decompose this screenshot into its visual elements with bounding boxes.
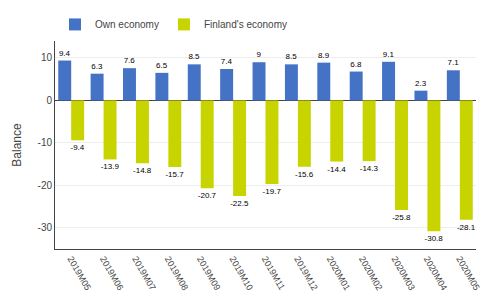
svg-text:-28.1: -28.1	[457, 223, 476, 232]
svg-text:7.1: 7.1	[447, 58, 459, 67]
svg-text:2019M12: 2019M12	[292, 255, 319, 293]
svg-text:2019M09: 2019M09	[195, 255, 222, 293]
svg-text:-30.8: -30.8	[425, 234, 444, 243]
svg-text:-15.6: -15.6	[295, 170, 314, 179]
svg-text:9: 9	[257, 50, 262, 59]
svg-text:2020M01: 2020M01	[325, 255, 352, 293]
svg-text:2020M02: 2020M02	[357, 255, 384, 293]
svg-text:2019M06: 2019M06	[98, 255, 125, 293]
svg-text:10: 10	[41, 52, 53, 63]
svg-text:2019M08: 2019M08	[163, 255, 190, 293]
svg-text:0: 0	[46, 95, 52, 106]
svg-text:6.3: 6.3	[91, 62, 103, 71]
svg-text:-15.7: -15.7	[165, 170, 184, 179]
svg-text:Balance: Balance	[10, 123, 24, 167]
svg-text:-10: -10	[38, 137, 53, 148]
svg-text:8.5: 8.5	[188, 52, 200, 61]
svg-text:-14.8: -14.8	[133, 166, 152, 175]
svg-text:2020M03: 2020M03	[389, 255, 416, 293]
svg-text:8.9: 8.9	[318, 51, 330, 60]
svg-text:2020M05: 2020M05	[454, 255, 481, 293]
svg-text:-30: -30	[38, 222, 53, 233]
svg-text:-20: -20	[38, 180, 53, 191]
svg-text:2.3: 2.3	[415, 79, 427, 88]
svg-text:2019M10: 2019M10	[227, 255, 254, 293]
svg-text:7.4: 7.4	[221, 57, 233, 66]
svg-text:-14.3: -14.3	[360, 164, 379, 173]
svg-text:9.4: 9.4	[59, 49, 71, 58]
svg-text:-22.5: -22.5	[230, 199, 249, 208]
svg-text:2019M05: 2019M05	[66, 255, 93, 293]
svg-text:7.6: 7.6	[124, 56, 136, 65]
svg-text:-9.4: -9.4	[71, 143, 85, 152]
svg-text:2019M11: 2019M11	[260, 255, 287, 292]
svg-text:-19.7: -19.7	[263, 187, 282, 196]
svg-text:6.5: 6.5	[156, 61, 168, 70]
svg-text:Own economy: Own economy	[95, 19, 159, 30]
svg-text:-20.7: -20.7	[198, 191, 217, 200]
svg-text:-14.4: -14.4	[327, 165, 346, 174]
svg-text:6.8: 6.8	[350, 60, 362, 69]
svg-text:-25.8: -25.8	[392, 213, 411, 222]
svg-text:2020M04: 2020M04	[422, 255, 449, 293]
svg-text:8.5: 8.5	[286, 52, 298, 61]
svg-text:9.1: 9.1	[383, 50, 395, 59]
svg-text:2019M07: 2019M07	[130, 255, 157, 293]
svg-text:-13.9: -13.9	[101, 162, 120, 171]
svg-text:Finland's economy: Finland's economy	[204, 19, 287, 30]
